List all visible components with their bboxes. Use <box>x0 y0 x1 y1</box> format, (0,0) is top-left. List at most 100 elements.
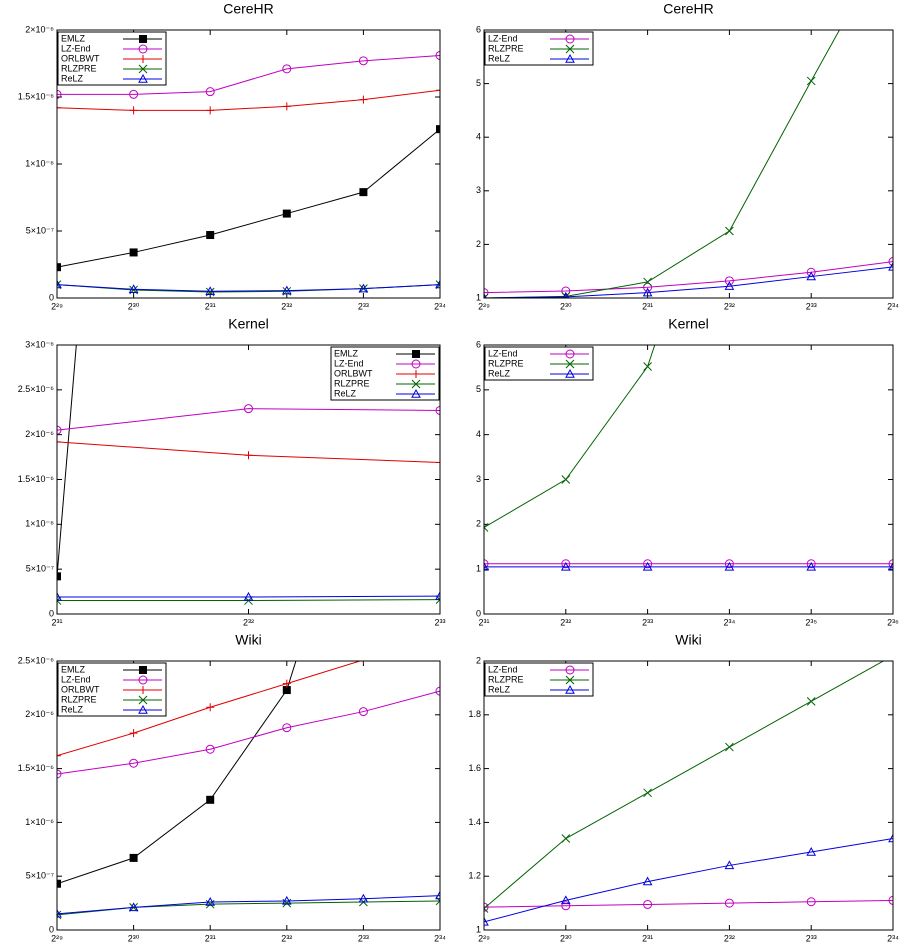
marker <box>435 50 440 60</box>
marker <box>435 591 440 600</box>
legend-label: ReLZ <box>334 388 357 398</box>
x-tick-label: 2³¹ <box>642 301 653 311</box>
marker <box>57 572 61 581</box>
y-tick-label: 1.5×10⁻⁶ <box>18 91 55 101</box>
marker <box>359 188 368 197</box>
y-tick-label: 2 <box>476 519 481 529</box>
series-line <box>57 690 440 775</box>
y-tick-label: 0 <box>49 292 54 302</box>
marker <box>724 281 735 290</box>
marker <box>139 35 147 43</box>
marker <box>724 898 734 908</box>
marker <box>138 704 148 714</box>
legend-label: EMLZ <box>61 664 86 674</box>
series-line <box>57 895 440 915</box>
series-line <box>484 661 885 909</box>
marker <box>561 292 571 298</box>
x-tick-label: 2²⁹ <box>51 301 63 311</box>
y-tick-label: 5 <box>476 384 481 394</box>
marker <box>560 561 571 571</box>
legend-label: ReLZ <box>488 368 511 378</box>
y-tick-label: 0 <box>49 924 54 934</box>
marker <box>725 226 734 236</box>
legend-label: RLZPRE <box>488 358 524 368</box>
x-tick-label: 2²⁹ <box>51 933 63 943</box>
marker <box>205 87 215 97</box>
marker <box>128 902 139 912</box>
series-line <box>57 661 362 757</box>
y-tick-label: 4 <box>476 429 481 439</box>
marker <box>436 458 440 467</box>
marker <box>888 895 893 905</box>
marker <box>57 103 61 112</box>
marker <box>138 675 148 685</box>
plot-area <box>484 117 893 571</box>
marker <box>362 661 364 664</box>
x-tick-label: 2³⁵ <box>805 617 817 627</box>
x-tick-label: 2³³ <box>806 933 817 943</box>
marker <box>282 102 291 111</box>
x-tick-label: 2³² <box>724 301 735 311</box>
marker <box>806 271 817 281</box>
marker <box>643 899 653 909</box>
marker <box>57 437 61 446</box>
x-tick-label: 2³⁰ <box>128 301 140 311</box>
marker <box>57 879 61 888</box>
y-tick-label: 1 <box>476 564 481 574</box>
marker <box>57 425 62 435</box>
chart-title: Wiki <box>675 632 701 648</box>
y-tick-label: 1.6 <box>468 763 481 773</box>
marker <box>205 286 216 295</box>
x-tick-label: 2³⁴ <box>887 301 899 311</box>
x-tick-label: 2²⁹ <box>478 933 490 943</box>
x-tick-label: 2³¹ <box>52 617 63 627</box>
marker <box>561 559 571 569</box>
y-tick-label: 2 <box>476 239 481 249</box>
x-tick-label: 2³² <box>724 933 735 943</box>
marker <box>412 350 420 358</box>
marker <box>139 666 147 674</box>
marker <box>57 263 61 272</box>
marker <box>57 280 62 289</box>
legend-label: RLZPRE <box>61 694 97 704</box>
series-line <box>57 900 440 916</box>
series-line <box>484 838 893 923</box>
marker <box>888 559 893 569</box>
marker <box>436 125 440 134</box>
marker <box>436 630 444 638</box>
marker <box>435 280 440 289</box>
plot-area <box>57 345 440 605</box>
marker <box>436 86 440 95</box>
y-tick-label: 1.4 <box>468 817 481 827</box>
marker <box>560 895 571 905</box>
chart-title: Wiki <box>235 632 261 648</box>
series-line <box>484 899 893 908</box>
marker <box>565 684 575 694</box>
marker <box>484 904 489 913</box>
marker <box>205 896 216 906</box>
marker <box>244 451 253 460</box>
y-tick-label: 0 <box>49 608 54 618</box>
legend-label: ReLZ <box>61 73 84 83</box>
series-line <box>484 261 893 294</box>
x-tick-label: 2³⁴ <box>434 933 446 943</box>
plot-frame <box>56 29 441 299</box>
y-tick-label: 1.5×10⁻⁶ <box>18 763 55 773</box>
y-tick-label: 6 <box>476 24 481 34</box>
y-tick-label: 3 <box>476 474 481 484</box>
x-tick-label: 2³³ <box>358 301 369 311</box>
x-tick-label: 2³³ <box>806 301 817 311</box>
marker <box>725 117 733 125</box>
y-tick-label: 1×10⁻⁶ <box>25 519 54 529</box>
plot-frame <box>483 344 894 615</box>
x-tick-label: 2³⁴ <box>723 617 735 627</box>
plot-area <box>484 661 893 926</box>
x-tick-label: 2³⁴ <box>434 301 446 311</box>
marker <box>643 282 653 292</box>
marker <box>724 276 734 286</box>
plot-area <box>57 50 440 297</box>
y-tick-label: 2×10⁻⁶ <box>25 24 54 34</box>
y-tick-label: 5×10⁻⁷ <box>26 564 54 574</box>
marker <box>129 89 139 99</box>
